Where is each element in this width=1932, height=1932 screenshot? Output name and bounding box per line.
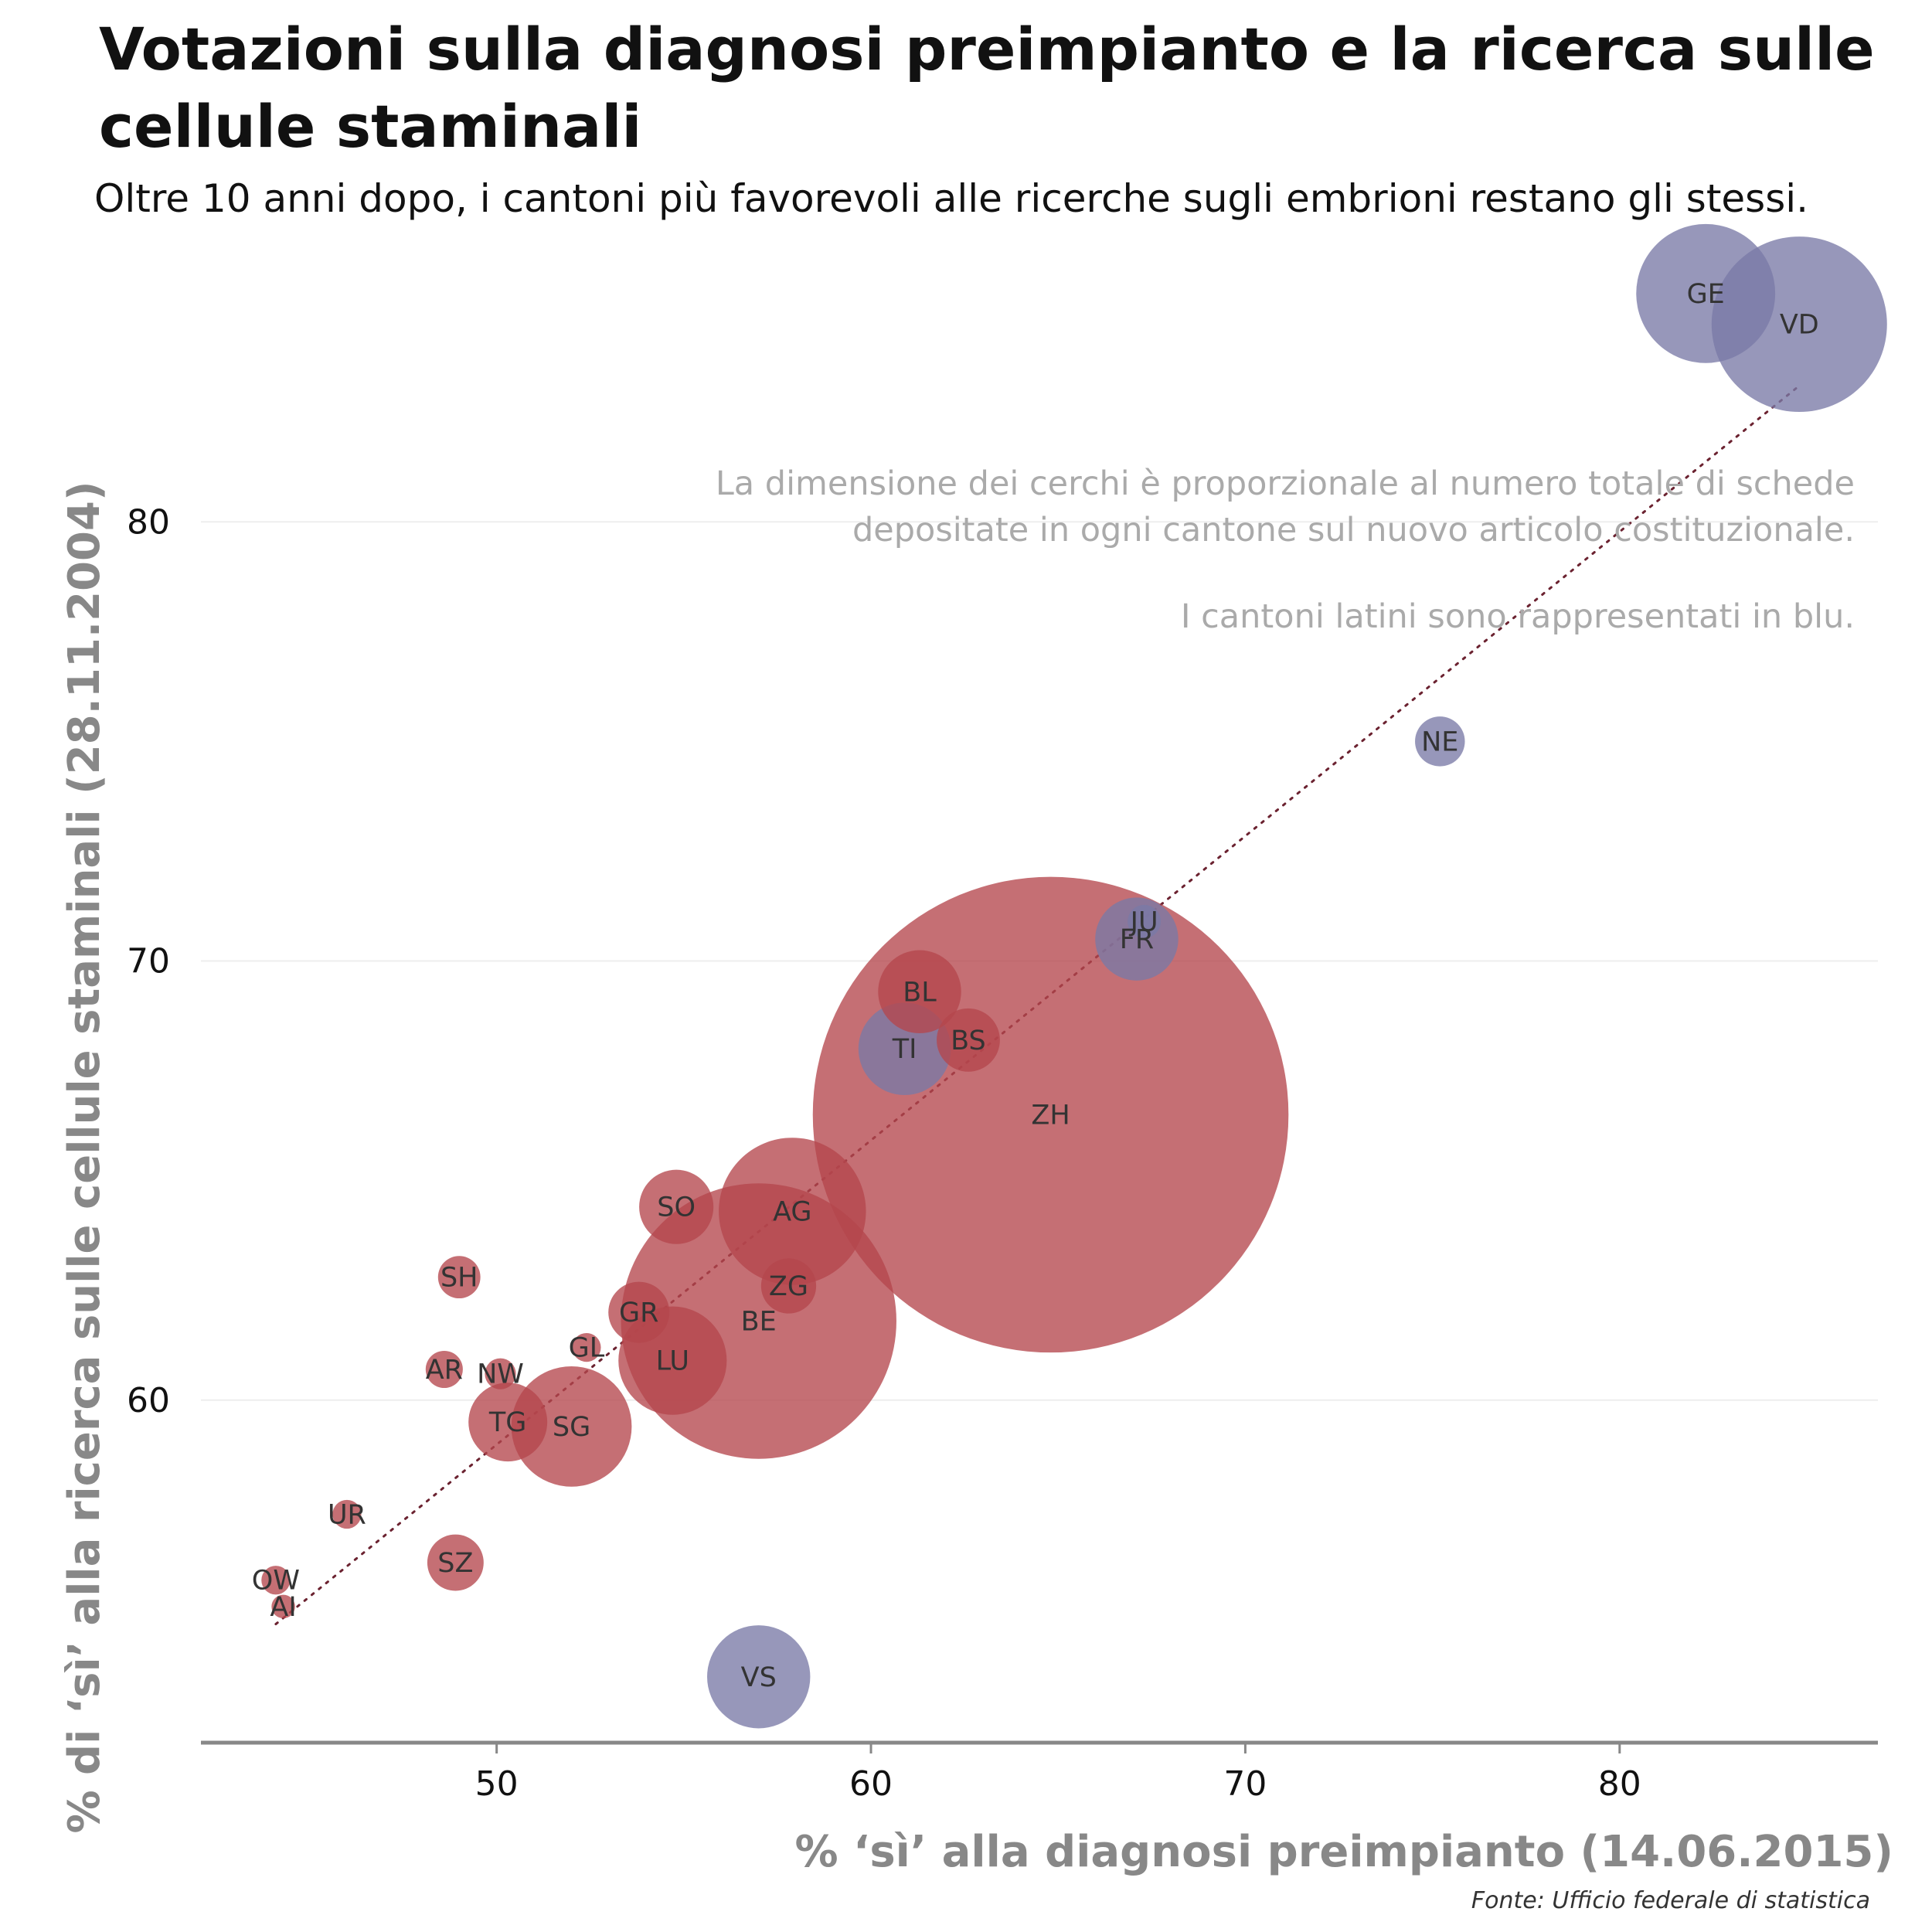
bubble-gr	[608, 1281, 670, 1343]
bubbles-group	[261, 223, 1887, 1729]
bubble-label-ow: OW	[252, 1566, 300, 1597]
bubble-label-nw: NW	[477, 1359, 524, 1390]
y-tick-label: 80	[127, 502, 170, 542]
bubble-ai	[271, 1594, 295, 1619]
x-tick-label: 70	[1223, 1764, 1267, 1804]
chart-subtitle: Oltre 10 anni dopo, i cantoni più favore…	[94, 176, 1809, 221]
source-note: Fonte: Ufficio federale di statistica	[1471, 1887, 1870, 1914]
bubble-so	[639, 1169, 714, 1244]
bubble-zg	[760, 1258, 817, 1314]
bubble-label-ur: UR	[328, 1500, 366, 1531]
bubble-gl	[572, 1332, 601, 1362]
bubble-label-ti: TI	[892, 1034, 917, 1065]
bubble-label-gr: GR	[619, 1298, 658, 1328]
bubble-label-ne: NE	[1421, 726, 1458, 757]
bubble-label-zh: ZH	[1031, 1100, 1070, 1131]
bubble-sh	[437, 1256, 481, 1299]
bubble-bl	[878, 950, 961, 1034]
annotation-note: depositate in ogni cantone sul nuovo art…	[852, 511, 1855, 549]
notes-group: La dimensione dei cerchi è proporzionale…	[716, 464, 1855, 636]
bubble-label-ar: AR	[426, 1355, 463, 1386]
bubble-label-sz: SZ	[437, 1548, 473, 1579]
axes-group: 60 70 80 50 60 70 80 % ‘sì’ alla diagnosi preim…	[60, 481, 1893, 1877]
bubble-nw	[485, 1358, 516, 1389]
bubble-bs	[937, 1008, 1000, 1072]
bubble-ow	[261, 1566, 291, 1595]
bubble-ju	[1128, 904, 1162, 938]
bubble-ur	[332, 1499, 362, 1529]
y-tick-label: 70	[127, 942, 170, 981]
bubble-label-zg: ZG	[769, 1271, 808, 1302]
y-tick-label: 60	[127, 1381, 170, 1420]
bubble-label-ai: AI	[270, 1592, 296, 1623]
bubble-label-lu: LU	[656, 1346, 689, 1377]
bubble-sz	[427, 1534, 484, 1591]
x-tick-label: 50	[475, 1764, 519, 1804]
x-tick-label: 60	[849, 1764, 893, 1804]
annotation-note: I cantoni latini sono rappresentati in b…	[1181, 597, 1855, 636]
x-tick-label: 80	[1598, 1764, 1641, 1804]
bubble-vs	[707, 1625, 811, 1729]
bubble-ar	[425, 1350, 463, 1389]
bubble-label-sg: SG	[553, 1412, 590, 1443]
bubble-label-ju: JU	[1129, 906, 1158, 937]
annotation-note: La dimensione dei cerchi è proporzionale…	[716, 464, 1855, 503]
bubble-label-bs: BS	[951, 1026, 986, 1056]
bubble-label-vs: VS	[741, 1662, 777, 1693]
bubble-ge	[1636, 223, 1776, 363]
bubble-sg	[511, 1366, 632, 1487]
bubble-label-so: SO	[657, 1192, 696, 1223]
bubble-label-fr: FR	[1120, 924, 1154, 955]
bubble-tg	[468, 1383, 548, 1462]
bubble-label-sh: SH	[440, 1263, 478, 1294]
bubble-ag	[719, 1138, 866, 1285]
bubble-label-ge: GE	[1687, 279, 1725, 310]
bubble-label-vd: VD	[1780, 310, 1819, 341]
bubble-label-tg: TG	[488, 1407, 527, 1438]
bubble-ne	[1415, 716, 1465, 767]
bubble-label-ag: AG	[773, 1196, 811, 1227]
bubble-label-be: BE	[741, 1306, 777, 1337]
y-axis-title: % di ‘sì’ alla ricerca sulle cellule sta…	[60, 481, 110, 1833]
bubble-label-bl: BL	[903, 977, 937, 1008]
x-axis-title: % ‘sì’ alla diagnosi preimpianto (14.06.…	[794, 1827, 1893, 1877]
bubble-label-gl: GL	[569, 1333, 605, 1364]
chart-title: Votazioni sulla diagnosi preimpianto e l…	[99, 15, 1875, 161]
